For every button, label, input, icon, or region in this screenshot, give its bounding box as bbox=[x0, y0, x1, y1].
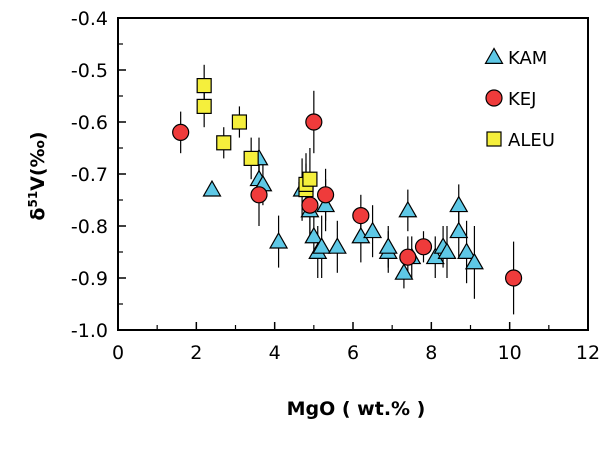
data-point-kej bbox=[316, 186, 335, 204]
data-point-aleu bbox=[216, 135, 232, 151]
data-point-kam bbox=[464, 252, 484, 270]
y-axis-title-main: δ bbox=[27, 208, 49, 221]
data-point-kam bbox=[437, 242, 457, 259]
data-point-kej bbox=[250, 186, 268, 204]
legend-marker-kam bbox=[484, 47, 504, 64]
data-point-kam bbox=[449, 195, 469, 213]
data-point-kej bbox=[352, 207, 370, 225]
x-tick-label: 4 bbox=[269, 342, 281, 364]
y-tick-label: -0.9 bbox=[71, 268, 108, 290]
data-markers bbox=[172, 77, 523, 287]
x-tick-label: 0 bbox=[112, 342, 124, 364]
data-point-aleu bbox=[231, 114, 248, 130]
data-point-aleu bbox=[196, 98, 212, 115]
y-tick-label: -0.4 bbox=[71, 8, 108, 30]
data-point-kam bbox=[202, 179, 222, 197]
x-tick-label: 12 bbox=[576, 342, 600, 364]
legend-label-kam: KAM bbox=[508, 48, 547, 69]
data-point-kam bbox=[327, 237, 347, 254]
data-point-kam bbox=[449, 221, 469, 239]
data-point-kam bbox=[398, 200, 418, 218]
y-axis-title-rest: V(‰) bbox=[27, 131, 49, 190]
y-tick-label: -1.0 bbox=[71, 320, 108, 342]
data-point-kam bbox=[394, 263, 414, 280]
data-point-kam bbox=[457, 242, 477, 259]
data-point-aleu bbox=[302, 171, 318, 187]
data-point-kam bbox=[363, 221, 383, 239]
x-axis: 0 2 4 6 8 10 12 bbox=[112, 322, 600, 364]
y-axis-title: δ51V(‰) bbox=[26, 131, 49, 220]
x-tick-label: 8 bbox=[425, 342, 437, 364]
legend: KAM KEJ ALEU bbox=[484, 47, 555, 151]
y-tick-label: -0.8 bbox=[71, 216, 108, 238]
y-tick-label: -0.5 bbox=[71, 60, 108, 82]
data-point-kam bbox=[378, 237, 398, 254]
x-tick-label: 6 bbox=[347, 342, 359, 364]
data-point-aleu bbox=[196, 77, 212, 94]
y-tick-label: -0.6 bbox=[71, 112, 108, 134]
y-tick-label: -0.7 bbox=[71, 164, 108, 186]
x-tick-label: 10 bbox=[498, 342, 522, 364]
data-point-kej bbox=[305, 113, 323, 131]
data-point-aleu bbox=[243, 150, 259, 166]
y-axis-title-sup: 51 bbox=[26, 191, 40, 208]
legend-label-aleu: ALEU bbox=[508, 130, 555, 151]
data-point-kej bbox=[301, 196, 319, 214]
data-point-kam bbox=[312, 237, 332, 254]
data-point-kam bbox=[269, 231, 289, 249]
x-axis-title: MgO ( wt.% ) bbox=[287, 398, 426, 420]
data-point-kam bbox=[304, 226, 324, 244]
y-axis: -0.4 -0.5 -0.6 -0.7 -0.8 -0.9 -1.0 bbox=[71, 8, 126, 342]
data-point-kej bbox=[172, 123, 190, 141]
data-point-kej bbox=[399, 248, 417, 266]
x-tick-label: 2 bbox=[190, 342, 202, 364]
data-point-kej bbox=[504, 269, 523, 287]
data-point-kej bbox=[414, 238, 433, 256]
legend-marker-aleu bbox=[486, 131, 502, 147]
legend-marker-kej bbox=[485, 89, 503, 107]
data-point-kam bbox=[316, 195, 336, 213]
legend-label-kej: KEJ bbox=[508, 89, 537, 110]
